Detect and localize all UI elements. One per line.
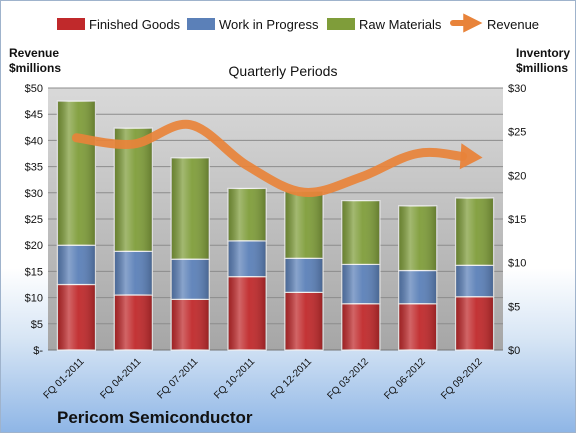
left-tick-label: $40: [25, 135, 43, 147]
left-tick-label: $5: [31, 319, 43, 331]
bar-shine: [398, 270, 437, 304]
right-tick-label: $25: [508, 127, 526, 139]
bar-shine: [341, 264, 380, 304]
bars: [56, 100, 495, 351]
left-tick-label: $50: [25, 83, 43, 95]
bar-shine: [228, 188, 267, 241]
revenue-point: [76, 137, 77, 138]
bar-shine: [284, 191, 323, 259]
company-name: Pericom Semiconductor: [57, 408, 253, 427]
right-axis-ticks: $0 $5 $10 $15 $20 $25 $30: [508, 83, 526, 357]
right-axis-label-line2: $millions: [516, 61, 568, 75]
legend-label-work-in-progress: Work in Progress: [219, 17, 319, 32]
revenue-point: [303, 192, 304, 193]
right-tick-label: $15: [508, 214, 526, 226]
revenue-point: [474, 157, 475, 158]
bar-shine: [171, 259, 210, 300]
bar-shine: [398, 205, 437, 271]
left-tick-label: $45: [25, 109, 43, 121]
bar-shine: [57, 284, 96, 350]
bar-shine: [228, 240, 267, 277]
right-axis-label-line1: Inventory: [516, 46, 570, 60]
bar-shine: [455, 198, 494, 266]
left-tick-label: $30: [25, 188, 43, 200]
bar-shine: [171, 157, 210, 260]
revenue-point: [190, 124, 191, 125]
bar-shine: [455, 296, 494, 350]
left-axis-ticks: $- $5 $10 $15 $20 $25 $30 $35 $40 $45 $50: [25, 83, 44, 357]
bar-shine: [398, 303, 437, 350]
x-tick-label: FQ 07-2011: [155, 356, 200, 401]
left-tick-label: $-: [33, 345, 43, 357]
bar-shine: [114, 294, 153, 350]
bar-shine: [171, 299, 210, 350]
bar-shine: [455, 265, 494, 297]
left-tick-label: $25: [25, 214, 43, 226]
legend-swatch-finished-goods: [57, 18, 85, 30]
x-tick-label: FQ 12-2011: [269, 356, 314, 401]
right-tick-label: $20: [508, 170, 526, 182]
revenue-line-path: [71, 119, 468, 197]
bar-shine: [341, 303, 380, 350]
x-tick-label: FQ 03-2012: [325, 356, 371, 402]
legend-label-finished-goods: Finished Goods: [89, 17, 181, 32]
x-tick-label: FQ 09-2012: [439, 356, 485, 402]
right-tick-label: $10: [508, 258, 526, 270]
x-tick-label: FQ 04-2011: [98, 356, 143, 401]
bar-shine: [228, 276, 267, 350]
revenue-point: [247, 165, 248, 166]
left-tick-label: $35: [25, 162, 43, 174]
revenue-point: [417, 153, 418, 154]
bar-shine: [284, 258, 323, 293]
x-tick-label: FQ 10-2011: [212, 356, 257, 401]
left-axis-label-line1: Revenue: [9, 46, 59, 60]
bar-shine: [284, 292, 323, 350]
revenue-point: [133, 144, 134, 145]
chart-title: Quarterly Periods: [229, 63, 338, 79]
left-tick-label: $10: [25, 293, 43, 305]
right-tick-label: $5: [508, 301, 520, 313]
x-axis-ticks: FQ 01-2011 FQ 04-2011 FQ 07-2011 FQ 10-2011…: [42, 356, 485, 402]
left-axis-label-line2: $millions: [9, 61, 61, 75]
legend-label-revenue: Revenue: [487, 17, 539, 32]
right-tick-label: $0: [508, 345, 520, 357]
bar-shine: [114, 251, 153, 295]
right-tick-label: $30: [508, 83, 526, 95]
left-tick-label: $20: [25, 240, 43, 252]
bar-shine: [57, 101, 96, 246]
bar-shine: [57, 245, 96, 285]
x-tick-label: FQ 01-2011: [42, 356, 87, 401]
x-tick-label: FQ 06-2012: [382, 356, 428, 402]
revenue-line: [71, 119, 483, 197]
revenue-arrow-head: [459, 143, 483, 170]
legend-label-raw-materials: Raw Materials: [359, 17, 442, 32]
legend: Finished Goods Work in Progress Raw Mate…: [57, 13, 539, 33]
revenue-point: [360, 177, 361, 178]
legend-swatch-work-in-progress: [187, 18, 215, 30]
legend-swatch-raw-materials: [327, 18, 355, 30]
left-tick-label: $15: [25, 266, 43, 278]
bar-shine: [341, 200, 380, 265]
